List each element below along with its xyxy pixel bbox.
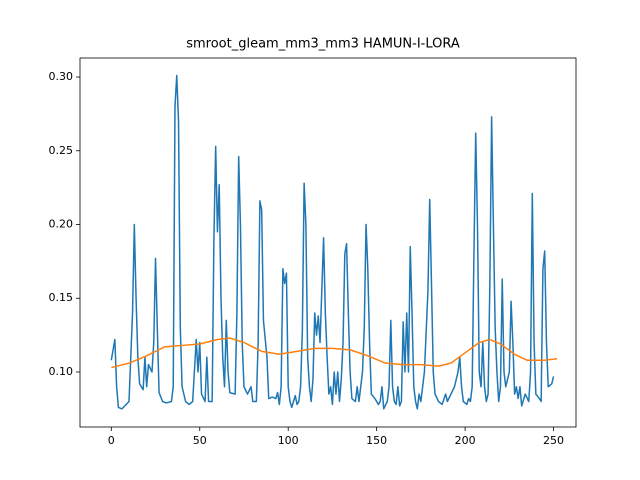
chart-title: smroot_gleam_mm3_mm3 HAMUN-I-LORA [186,37,460,52]
y-tick-label: 0.10 [49,365,74,378]
x-tick-label: 0 [108,434,115,447]
x-tick-label: 50 [193,434,207,447]
x-tick-label: 250 [543,434,564,447]
series-line [111,337,558,369]
series-line [110,74,555,410]
x-tick-label: 150 [366,434,387,447]
plot-frame [79,57,577,428]
x-tick-label: 200 [455,434,476,447]
y-tick-label: 0.15 [49,291,74,304]
y-tick-label: 0.30 [49,70,74,83]
y-tick-label: 0.25 [49,144,74,157]
y-tick-label: 0.20 [49,218,74,231]
x-tick-label: 100 [278,434,299,447]
